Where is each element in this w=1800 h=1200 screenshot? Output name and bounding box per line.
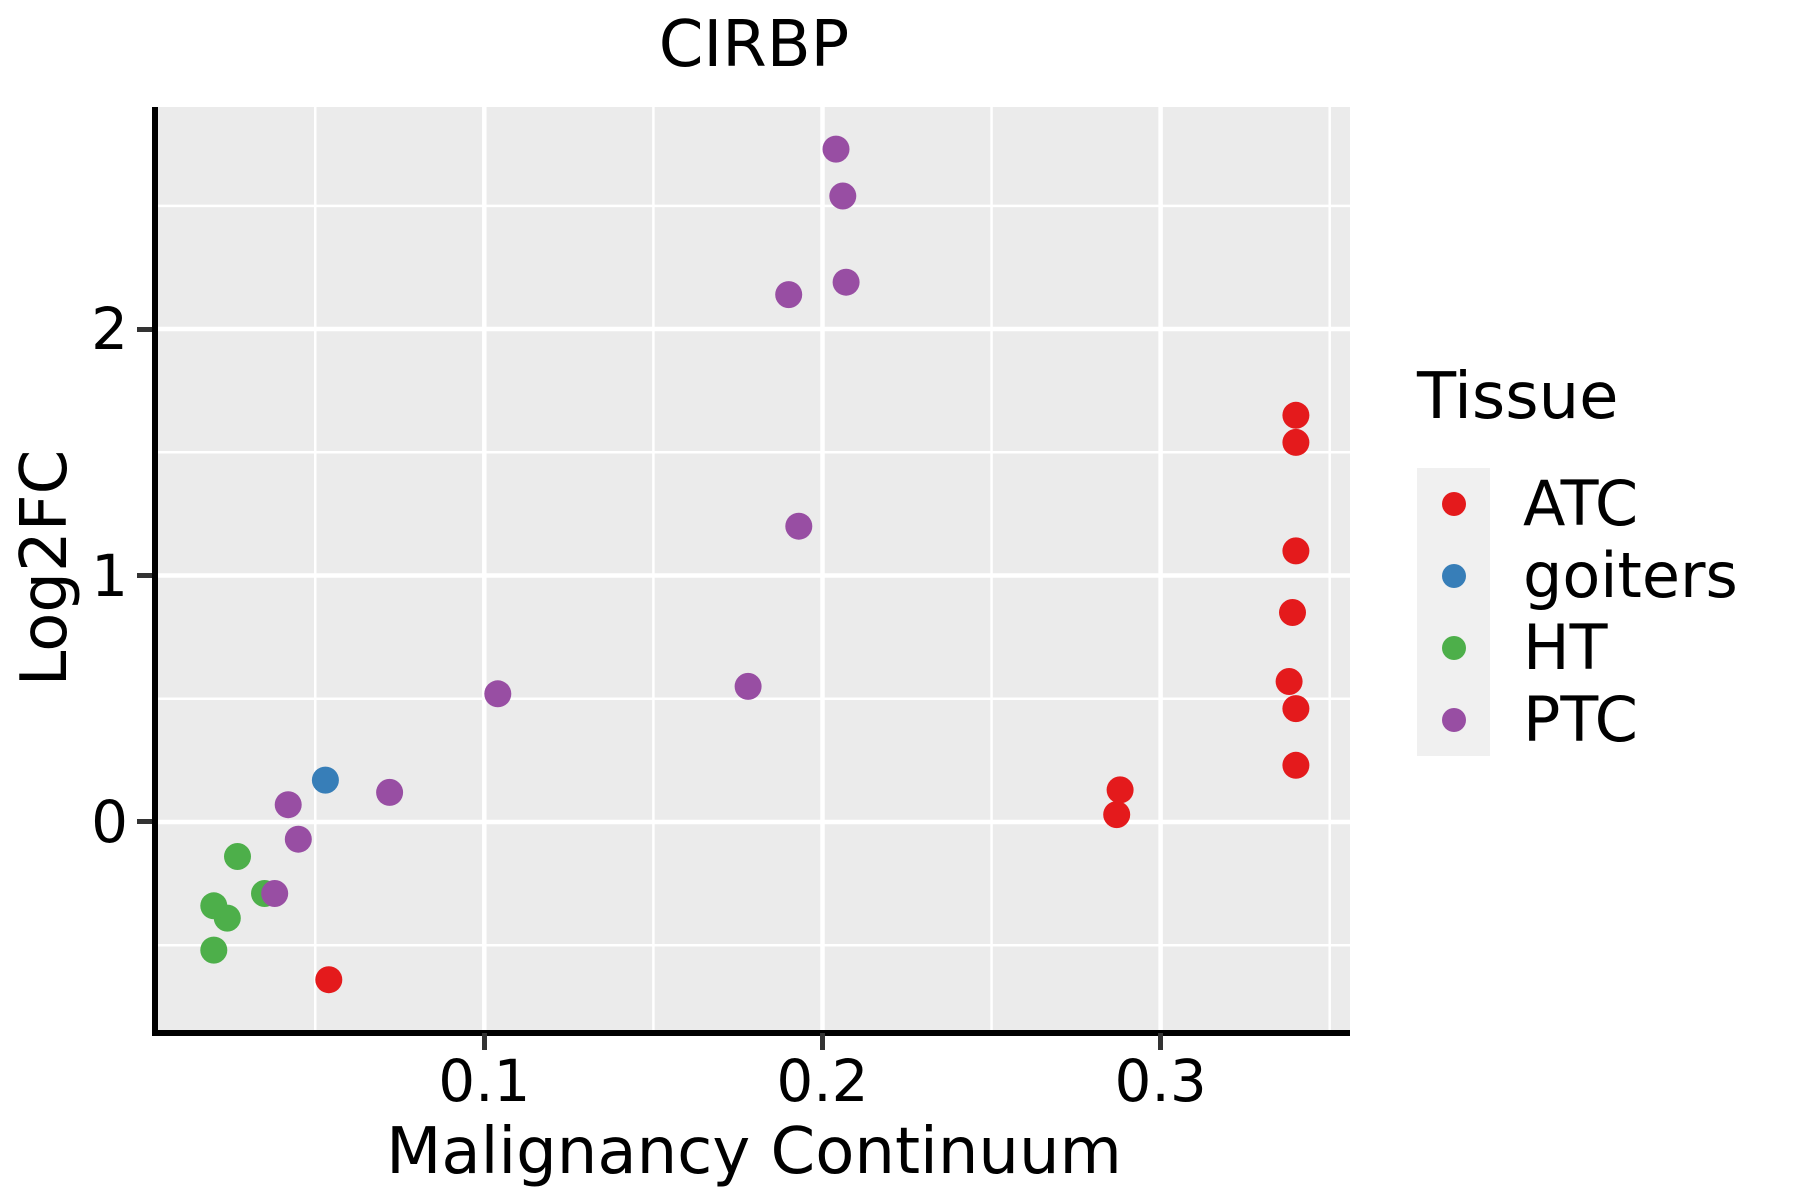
data-point-goiters — [311, 766, 339, 794]
data-point-ATC — [1106, 776, 1134, 804]
y-axis-spine — [152, 107, 158, 1036]
data-point-ATC — [1282, 428, 1310, 456]
legend-rows: ATC goiters HT PTC — [1417, 468, 1738, 756]
legend-entry-goiters: goiters — [1417, 540, 1738, 612]
x-axis-title: Malignancy Continuum — [386, 1115, 1122, 1189]
data-point-PTC — [484, 680, 512, 708]
data-point-ATC — [1103, 801, 1131, 829]
data-point-ATC — [1282, 401, 1310, 429]
data-point-PTC — [261, 880, 289, 907]
x-axis-spine — [152, 1030, 1350, 1036]
x-tick-mark — [1158, 1033, 1164, 1050]
y-tick-label: 0 — [91, 787, 128, 856]
legend: Tissue ATC goiters HT PTC — [1417, 356, 1738, 756]
legend-label: HT — [1523, 611, 1608, 684]
data-point-PTC — [832, 268, 860, 296]
x-tick-mark — [481, 1033, 487, 1050]
data-point-ATC — [1282, 537, 1310, 565]
data-point-ATC — [1279, 599, 1306, 626]
x-tick-label: 0.1 — [438, 1047, 531, 1115]
y-tick-label: 1 — [91, 541, 128, 610]
legend-marker — [1441, 636, 1466, 660]
data-point-PTC — [734, 672, 762, 700]
legend-key — [1417, 612, 1490, 684]
data-point-ATC — [1275, 668, 1303, 695]
plot-panel — [158, 107, 1350, 1030]
data-point-PTC — [775, 281, 803, 309]
data-point-ATC — [1282, 695, 1310, 723]
data-point-PTC — [284, 825, 312, 853]
x-tick-label: 0.2 — [776, 1047, 869, 1115]
legend-entry-HT: HT — [1417, 612, 1738, 684]
legend-title: Tissue — [1417, 360, 1619, 434]
legend-marker — [1441, 492, 1466, 516]
data-point-ATC — [1282, 751, 1310, 779]
data-point-HT — [200, 892, 228, 920]
legend-key — [1417, 468, 1490, 540]
legend-key — [1417, 540, 1490, 612]
data-point-PTC — [376, 778, 404, 806]
data-point-PTC — [274, 791, 302, 819]
legend-marker — [1441, 564, 1466, 588]
data-point-ATC — [315, 966, 343, 994]
legend-entry-ATC: ATC — [1417, 468, 1738, 540]
legend-label: PTC — [1523, 683, 1638, 756]
x-tick-label: 0.3 — [1114, 1047, 1207, 1115]
y-tick-mark — [137, 819, 152, 825]
plot-title: CIRBP — [658, 8, 850, 82]
y-axis-title: Log2FC — [8, 449, 82, 687]
data-point-PTC — [822, 135, 850, 163]
x-tick-mark — [819, 1033, 825, 1050]
legend-marker — [1441, 708, 1466, 732]
data-point-PTC — [785, 512, 813, 540]
data-point-HT — [200, 936, 228, 964]
y-tick-mark — [137, 573, 152, 579]
data-point-PTC — [829, 182, 857, 210]
legend-entry-PTC: PTC — [1417, 684, 1738, 756]
y-tick-mark — [137, 326, 152, 332]
legend-label: goiters — [1523, 539, 1738, 612]
y-tick-label: 2 — [91, 295, 128, 364]
legend-label: ATC — [1523, 467, 1639, 540]
data-point-HT — [224, 843, 251, 870]
legend-key — [1417, 684, 1490, 756]
